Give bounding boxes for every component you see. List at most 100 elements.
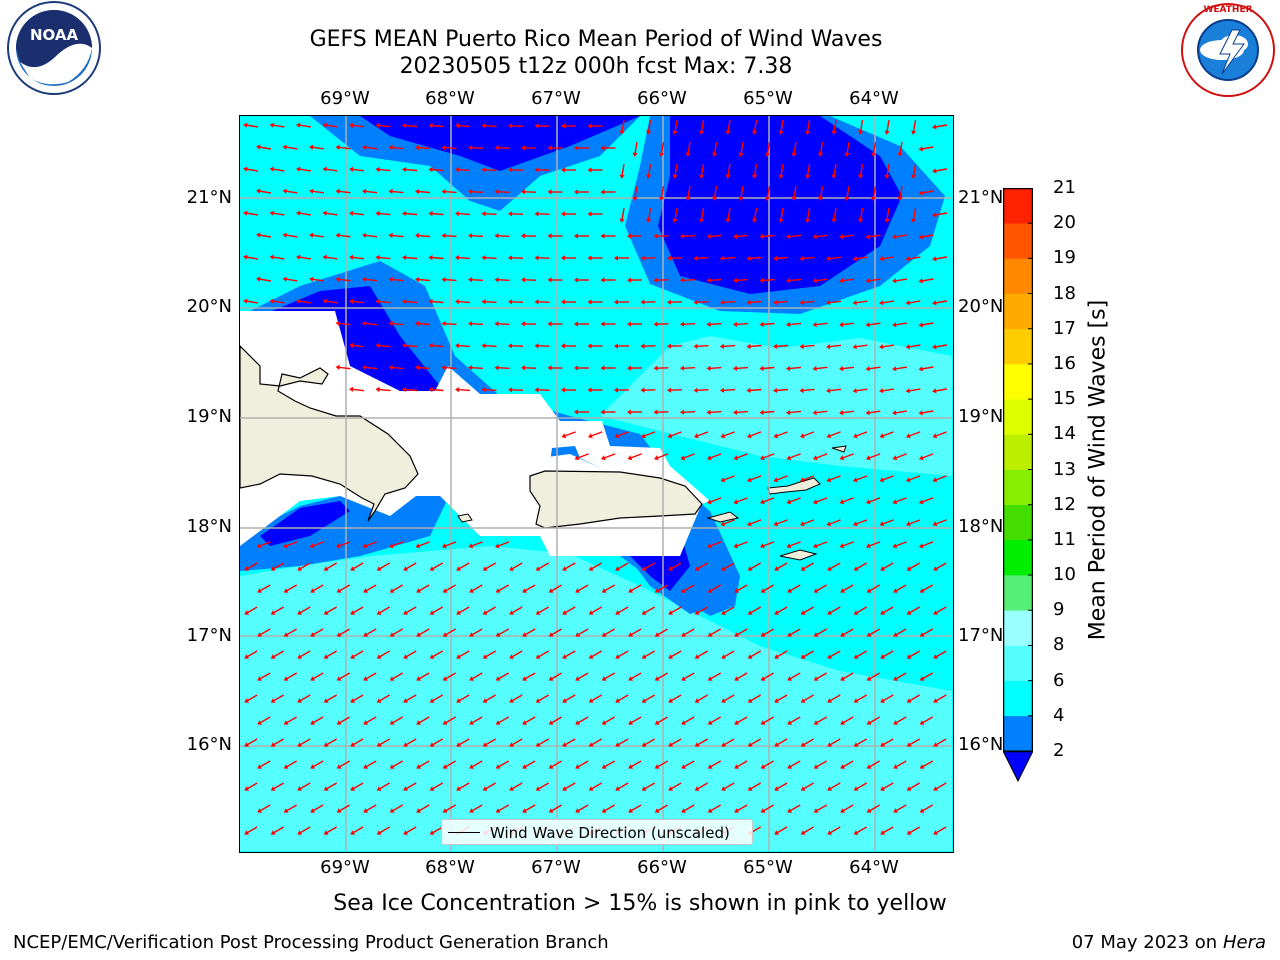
- wave-direction-arrow: [858, 207, 864, 223]
- lat-label-left: 20°N: [186, 296, 232, 317]
- wave-direction-arrow: [932, 212, 948, 218]
- colorbar-band: [1003, 293, 1033, 330]
- wave-direction-arrow: [826, 256, 842, 262]
- wave-direction-arrow: [587, 387, 603, 393]
- wave-direction-arrow: [906, 782, 921, 791]
- wave-direction-arrow: [349, 342, 365, 348]
- wave-direction-arrow: [659, 185, 665, 201]
- wave-direction-arrow: [866, 541, 881, 549]
- wave-direction-arrow: [403, 606, 417, 615]
- legend-label: Wind Wave Direction (unscaled): [490, 824, 730, 842]
- wave-direction-arrow: [335, 320, 351, 326]
- wave-direction-arrow: [270, 738, 285, 747]
- wave-direction-arrow: [297, 606, 311, 615]
- wave-direction-arrow: [800, 826, 815, 835]
- ocean-lt2-zone-north: [360, 116, 640, 171]
- wave-direction-arrow: [685, 141, 691, 157]
- lon-label-bottom: 67°W: [531, 857, 581, 878]
- wave-direction-arrow: [760, 497, 775, 505]
- wave-direction-arrow: [627, 453, 642, 461]
- wave-direction-arrow: [760, 541, 775, 549]
- wave-direction-arrow: [600, 145, 616, 151]
- wave-direction-arrow: [932, 300, 948, 306]
- colorbar-band: [1003, 188, 1033, 224]
- wave-direction-arrow: [694, 650, 709, 659]
- wave-direction-arrow: [508, 387, 524, 393]
- wave-direction-arrow: [918, 410, 934, 416]
- wave-direction-arrow: [456, 650, 470, 659]
- wave-direction-arrow: [283, 584, 298, 593]
- wave-direction-arrow: [455, 123, 471, 129]
- wave-direction-arrow: [574, 233, 589, 239]
- wave-direction-arrow: [428, 387, 444, 393]
- footer-date-text: 07 May 2023 on: [1071, 932, 1218, 953]
- wave-direction-arrow: [349, 254, 365, 260]
- wave-direction-arrow: [866, 804, 881, 813]
- wave-direction-arrow: [800, 519, 815, 527]
- wave-direction-arrow: [323, 694, 338, 703]
- wave-direction-arrow: [350, 562, 364, 571]
- wave-direction-arrow: [668, 738, 682, 747]
- wave-direction-arrow: [243, 254, 259, 260]
- lat-label-right: 16°N: [958, 734, 1004, 755]
- lat-label-left: 17°N: [186, 625, 232, 646]
- wave-direction-arrow: [296, 298, 312, 304]
- wave-direction-arrow: [905, 300, 921, 306]
- wave-direction-arrow: [469, 584, 483, 593]
- wave-direction-arrow: [866, 716, 881, 725]
- wave-direction-arrow: [494, 145, 510, 151]
- wave-direction-arrow: [615, 650, 629, 659]
- wave-direction-arrow: [455, 211, 471, 217]
- wave-direction-arrow: [813, 584, 828, 593]
- colorbar-tick-label: 19: [1053, 247, 1076, 269]
- wave-direction-arrow: [561, 343, 577, 349]
- wave-direction-arrow: [932, 124, 948, 130]
- wave-direction-arrow: [746, 343, 762, 349]
- wave-direction-arrow: [747, 738, 762, 747]
- wave-direction-arrow: [416, 804, 430, 813]
- wave-direction-arrow: [269, 122, 285, 128]
- lon-label-bottom: 68°W: [425, 857, 475, 878]
- wave-direction-arrow: [721, 782, 735, 791]
- wave-direction-arrow: [495, 672, 510, 681]
- lon-label-bottom: 69°W: [320, 857, 370, 878]
- wave-direction-arrow: [495, 760, 510, 769]
- wave-direction-arrow: [681, 804, 695, 813]
- wave-direction-arrow: [403, 694, 417, 703]
- wave-direction-arrow: [494, 277, 510, 283]
- wave-direction-arrow: [619, 207, 625, 223]
- wave-direction-arrow: [243, 166, 259, 172]
- colorbar-title: Mean Period of Wind Waves [s]: [1085, 299, 1111, 641]
- lat-label-right: 20°N: [958, 296, 1004, 317]
- wave-direction-arrow: [747, 431, 762, 439]
- wave-direction-arrow: [441, 189, 457, 195]
- colorbar-band: [1003, 258, 1033, 294]
- vieques-land: [706, 511, 740, 523]
- wave-direction-arrow: [893, 628, 907, 637]
- wave-direction-arrow: [906, 650, 921, 659]
- wave-direction-arrow: [786, 365, 802, 372]
- wave-direction-arrow: [322, 210, 338, 216]
- wave-direction-arrow: [350, 826, 364, 835]
- wave-direction-arrow: [561, 431, 576, 439]
- wave-direction-arrow: [813, 628, 828, 637]
- wave-direction-arrow: [906, 562, 921, 571]
- wave-direction-arrow: [818, 185, 824, 201]
- colorbar-tick-label: 21: [1053, 177, 1076, 198]
- wave-direction-arrow: [269, 166, 285, 172]
- wave-direction-arrow: [694, 694, 709, 703]
- wave-direction-arrow: [720, 299, 736, 305]
- wave-direction-arrow: [805, 163, 811, 179]
- wave-direction-arrow: [706, 233, 722, 239]
- wave-direction-arrow: [906, 519, 921, 527]
- wave-direction-arrow: [760, 453, 775, 461]
- wave-direction-arrow: [720, 431, 735, 439]
- wave-direction-arrow: [469, 716, 483, 725]
- wave-direction-arrow: [831, 119, 837, 135]
- wave-direction-arrow: [350, 694, 364, 703]
- wave-direction-arrow: [310, 584, 324, 593]
- wave-direction-arrow: [654, 804, 669, 813]
- wave-direction-arrow: [734, 804, 748, 813]
- wave-direction-arrow: [654, 672, 669, 681]
- wave-direction-arrow: [653, 277, 669, 283]
